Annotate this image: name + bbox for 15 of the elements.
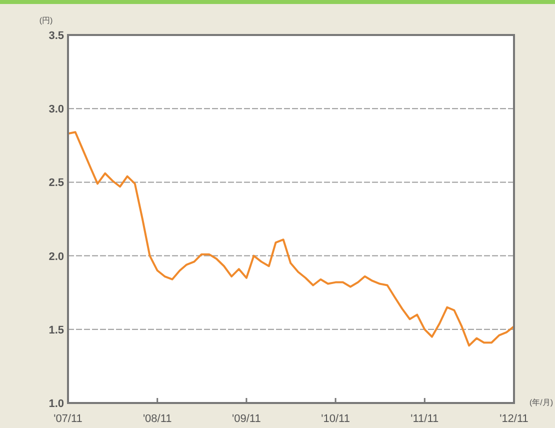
- y-tick-label: 3.0: [48, 104, 64, 116]
- x-tick-label: '12/11: [500, 413, 528, 425]
- line-series: [67, 131, 515, 347]
- x-tick-label: '11/11: [410, 413, 439, 425]
- y-axis-title: (円): [39, 16, 53, 25]
- y-tick-label: 1.0: [48, 398, 64, 410]
- x-tick-label: '08/11: [142, 413, 172, 425]
- x-tick-label: '09/11: [232, 413, 261, 425]
- y-tick-label: 1.5: [48, 324, 64, 336]
- y-tick-label: 2.0: [48, 250, 64, 263]
- x-axis-title: (年/月): [529, 398, 554, 407]
- x-tick-label: '10/11: [321, 413, 350, 425]
- y-tick-label: 3.5: [48, 30, 64, 42]
- x-tick-label: '07/11: [54, 413, 82, 425]
- y-tick-label: 2.5: [48, 177, 64, 190]
